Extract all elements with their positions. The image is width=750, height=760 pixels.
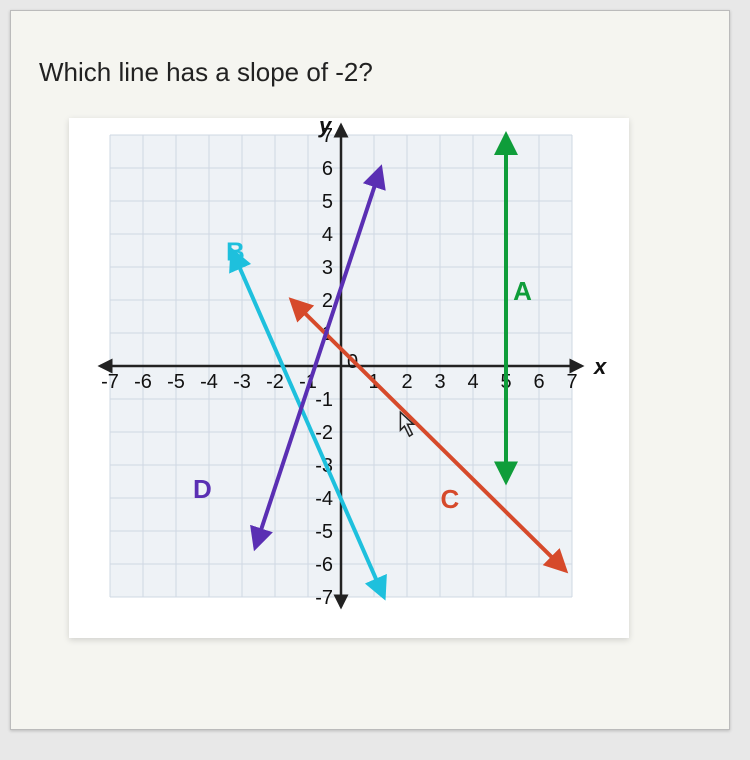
svg-text:-4: -4 bbox=[315, 488, 333, 510]
svg-text:6: 6 bbox=[322, 158, 333, 180]
svg-text:-6: -6 bbox=[134, 371, 152, 393]
svg-text:5: 5 bbox=[322, 191, 333, 213]
svg-text:2: 2 bbox=[322, 290, 333, 312]
question-text: Which line has a slope of -2? bbox=[39, 57, 721, 88]
svg-text:-5: -5 bbox=[315, 521, 333, 543]
svg-text:A: A bbox=[513, 276, 532, 306]
svg-text:-1: -1 bbox=[315, 389, 333, 411]
content-frame: Which line has a slope of -2? -7 -6 -5 -4 -3… bbox=[10, 10, 730, 730]
svg-text:B: B bbox=[226, 236, 245, 266]
svg-text:C: C bbox=[441, 484, 460, 514]
svg-text:-7: -7 bbox=[315, 587, 333, 609]
svg-text:2: 2 bbox=[401, 371, 412, 393]
svg-text:7: 7 bbox=[566, 371, 577, 393]
svg-text:-4: -4 bbox=[200, 371, 218, 393]
svg-text:-7: -7 bbox=[101, 371, 119, 393]
svg-text:-2: -2 bbox=[315, 422, 333, 444]
svg-text:4: 4 bbox=[322, 224, 333, 246]
svg-text:-3: -3 bbox=[233, 371, 251, 393]
coordinate-chart: -7-6-5-4-3-2-101234567-7-6-5-4-3-2-11234… bbox=[69, 118, 629, 638]
svg-text:-5: -5 bbox=[167, 371, 185, 393]
svg-text:-6: -6 bbox=[315, 554, 333, 576]
svg-text:-2: -2 bbox=[266, 371, 284, 393]
svg-text:x: x bbox=[593, 354, 607, 379]
svg-text:3: 3 bbox=[322, 257, 333, 279]
svg-text:6: 6 bbox=[533, 371, 544, 393]
svg-text:D: D bbox=[193, 474, 212, 504]
svg-text:3: 3 bbox=[434, 371, 445, 393]
svg-text:y: y bbox=[318, 118, 333, 138]
svg-text:4: 4 bbox=[467, 371, 478, 393]
